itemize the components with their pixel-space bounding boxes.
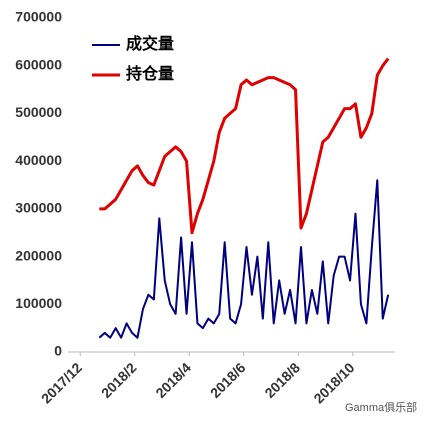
y-tick-label: 0	[54, 343, 62, 359]
x-tick-label: 2018/10	[310, 359, 357, 406]
y-tick-label: 100000	[15, 295, 62, 311]
y-tick-label: 500000	[15, 104, 62, 120]
y-tick-label: 400000	[15, 152, 62, 168]
legend-label: 成交量	[126, 34, 174, 53]
x-tick-label: 2018/6	[207, 359, 249, 401]
y-tick-label: 300000	[15, 200, 62, 216]
watermark: Gamma俱乐部	[345, 400, 417, 414]
x-tick-label: 2018/8	[261, 359, 303, 401]
series-line	[99, 57, 390, 235]
y-tick-label: 700000	[15, 9, 62, 25]
legend-label: 持仓量	[126, 64, 174, 83]
x-tick-label: 2017/12	[38, 359, 85, 406]
y-tick-label: 200000	[15, 247, 62, 263]
x-tick-label: 2018/4	[152, 359, 194, 401]
x-tick-label: 2018/2	[98, 359, 140, 401]
y-tick-label: 600000	[15, 56, 62, 72]
series-line	[98, 179, 390, 339]
